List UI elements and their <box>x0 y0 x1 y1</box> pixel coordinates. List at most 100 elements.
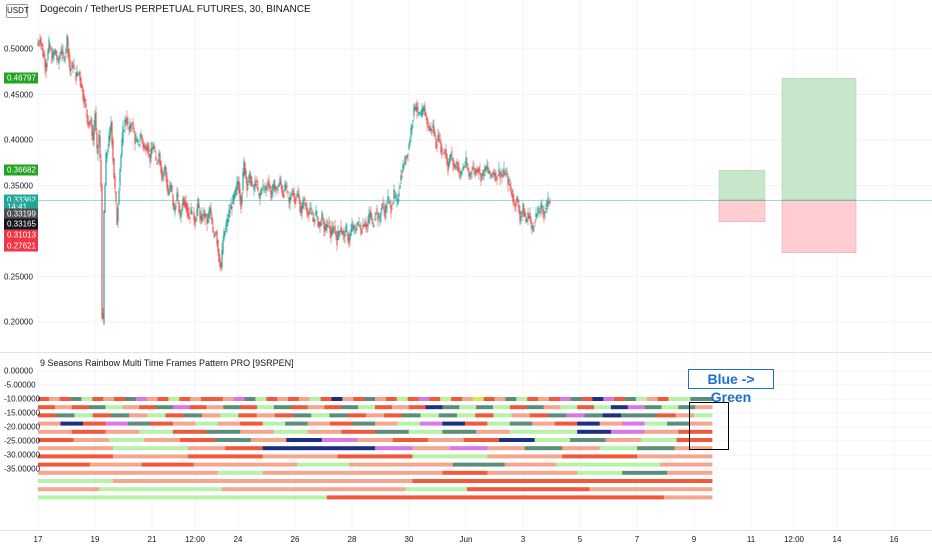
candle-body <box>302 199 304 209</box>
candle-body <box>343 230 345 236</box>
rainbow-segment <box>220 413 239 418</box>
candle-body <box>379 216 381 222</box>
candle-body <box>469 173 471 177</box>
candle-body <box>82 89 84 99</box>
rainbow-segment <box>240 421 264 426</box>
candle-body <box>355 229 357 231</box>
symbol-title[interactable]: Dogecoin / TetherUS PERPETUAL FUTURES, 3… <box>40 4 311 15</box>
rainbow-segment <box>412 454 488 459</box>
rainbow-segment <box>407 397 419 401</box>
rainbow-segment <box>245 462 298 467</box>
candle-body <box>301 205 303 213</box>
candle-body <box>150 148 152 159</box>
rainbow-segment <box>283 487 345 492</box>
rainbow-segment <box>493 413 513 418</box>
rainbow-segment <box>487 470 533 475</box>
rainbow-segment <box>89 462 143 467</box>
rainbow-segment <box>524 446 563 451</box>
rainbow-segment <box>534 438 571 442</box>
candle-body <box>119 168 121 186</box>
candle-body <box>55 50 57 56</box>
rainbow-segment <box>262 470 308 475</box>
candle-body <box>114 176 116 189</box>
candle-body <box>445 149 447 157</box>
price-chart[interactable] <box>0 0 932 352</box>
indicator-pane[interactable]: 9 Seasons Rainbow Multi Time Frames Patt… <box>0 353 932 530</box>
candle-body <box>331 227 333 236</box>
candle-body <box>66 35 68 46</box>
candle-body <box>318 221 320 227</box>
rainbow-segment <box>475 413 494 418</box>
indicator-title[interactable]: 9 Seasons Rainbow Multi Time Frames Patt… <box>40 358 294 368</box>
rainbow-segment <box>74 413 94 418</box>
price-chart-pane[interactable]: USDT Dogecoin / TetherUS PERPETUAL FUTUR… <box>0 0 932 352</box>
rainbow-segment <box>230 495 280 500</box>
candle-body <box>210 208 212 215</box>
candle-body <box>336 235 338 246</box>
candle-body <box>388 198 390 200</box>
candle-body <box>134 133 136 144</box>
candle-body <box>473 168 475 170</box>
profit-zone <box>718 169 766 201</box>
candle-body <box>131 124 133 126</box>
candle-body <box>93 126 95 140</box>
candle-body <box>138 144 140 146</box>
candle-body <box>157 159 159 162</box>
indicator-axis-label: 0.00000 <box>4 366 33 376</box>
rainbow-segment <box>307 470 353 475</box>
annotation-label[interactable]: Blue -> Green <box>688 369 774 405</box>
rainbow-segment <box>326 495 376 500</box>
candle-body <box>392 202 394 204</box>
candle-body <box>289 197 291 204</box>
rainbow-segment <box>114 397 126 401</box>
candle-body <box>85 103 87 108</box>
candle-body <box>377 212 379 222</box>
candle-body <box>156 162 158 164</box>
candle-body <box>244 162 246 175</box>
candle-body <box>407 153 409 155</box>
candle-body <box>258 193 260 197</box>
rainbow-segment <box>615 495 665 500</box>
rainbow-segment <box>472 397 485 401</box>
candle-body <box>340 226 342 233</box>
candle-body <box>113 158 115 179</box>
time-axis[interactable]: 17 19 21 12:00 24 26 28 30 Jun 3 5 7 9 11 12:00 14 16 <box>0 530 932 550</box>
candle-body <box>425 112 427 117</box>
candle-body <box>223 231 225 241</box>
candle-body <box>265 186 267 191</box>
rainbow-segment <box>262 421 286 426</box>
candle-body <box>48 39 50 53</box>
candle-body <box>417 107 419 110</box>
candle-body <box>433 126 435 134</box>
rainbow-segment <box>690 397 702 401</box>
candle-body <box>115 191 117 203</box>
rainbow-indicator-chart[interactable] <box>0 353 932 530</box>
candle-body <box>127 121 129 124</box>
rainbow-segment <box>509 429 544 434</box>
candle-body <box>197 198 199 210</box>
rainbow-segment <box>538 397 550 401</box>
candle-body <box>118 190 120 204</box>
rainbow-segment <box>344 487 407 492</box>
pane-divider[interactable] <box>0 352 932 353</box>
time-axis-label: 14 <box>832 535 842 544</box>
price-axis-label: 0.50000 <box>4 44 33 54</box>
rainbow-segment <box>476 405 494 410</box>
annotation-rectangle[interactable] <box>689 402 729 450</box>
rainbow-segment <box>357 438 394 442</box>
time-axis-label: 7 <box>634 535 640 544</box>
candle-body <box>249 171 251 180</box>
candle-body <box>163 170 165 174</box>
candle-body <box>412 120 414 122</box>
rainbow-segment <box>262 454 338 459</box>
rainbow-segment <box>48 397 61 401</box>
candle-body <box>352 226 354 230</box>
candle-body <box>510 187 512 190</box>
candle-body <box>351 223 353 231</box>
price-axis-label: 0.25000 <box>4 272 33 281</box>
candle-body <box>42 48 44 57</box>
currency-unit-badge[interactable]: USDT <box>6 4 29 18</box>
rainbow-segment <box>566 413 585 418</box>
candle-body <box>234 190 236 198</box>
candle-body <box>332 226 334 233</box>
